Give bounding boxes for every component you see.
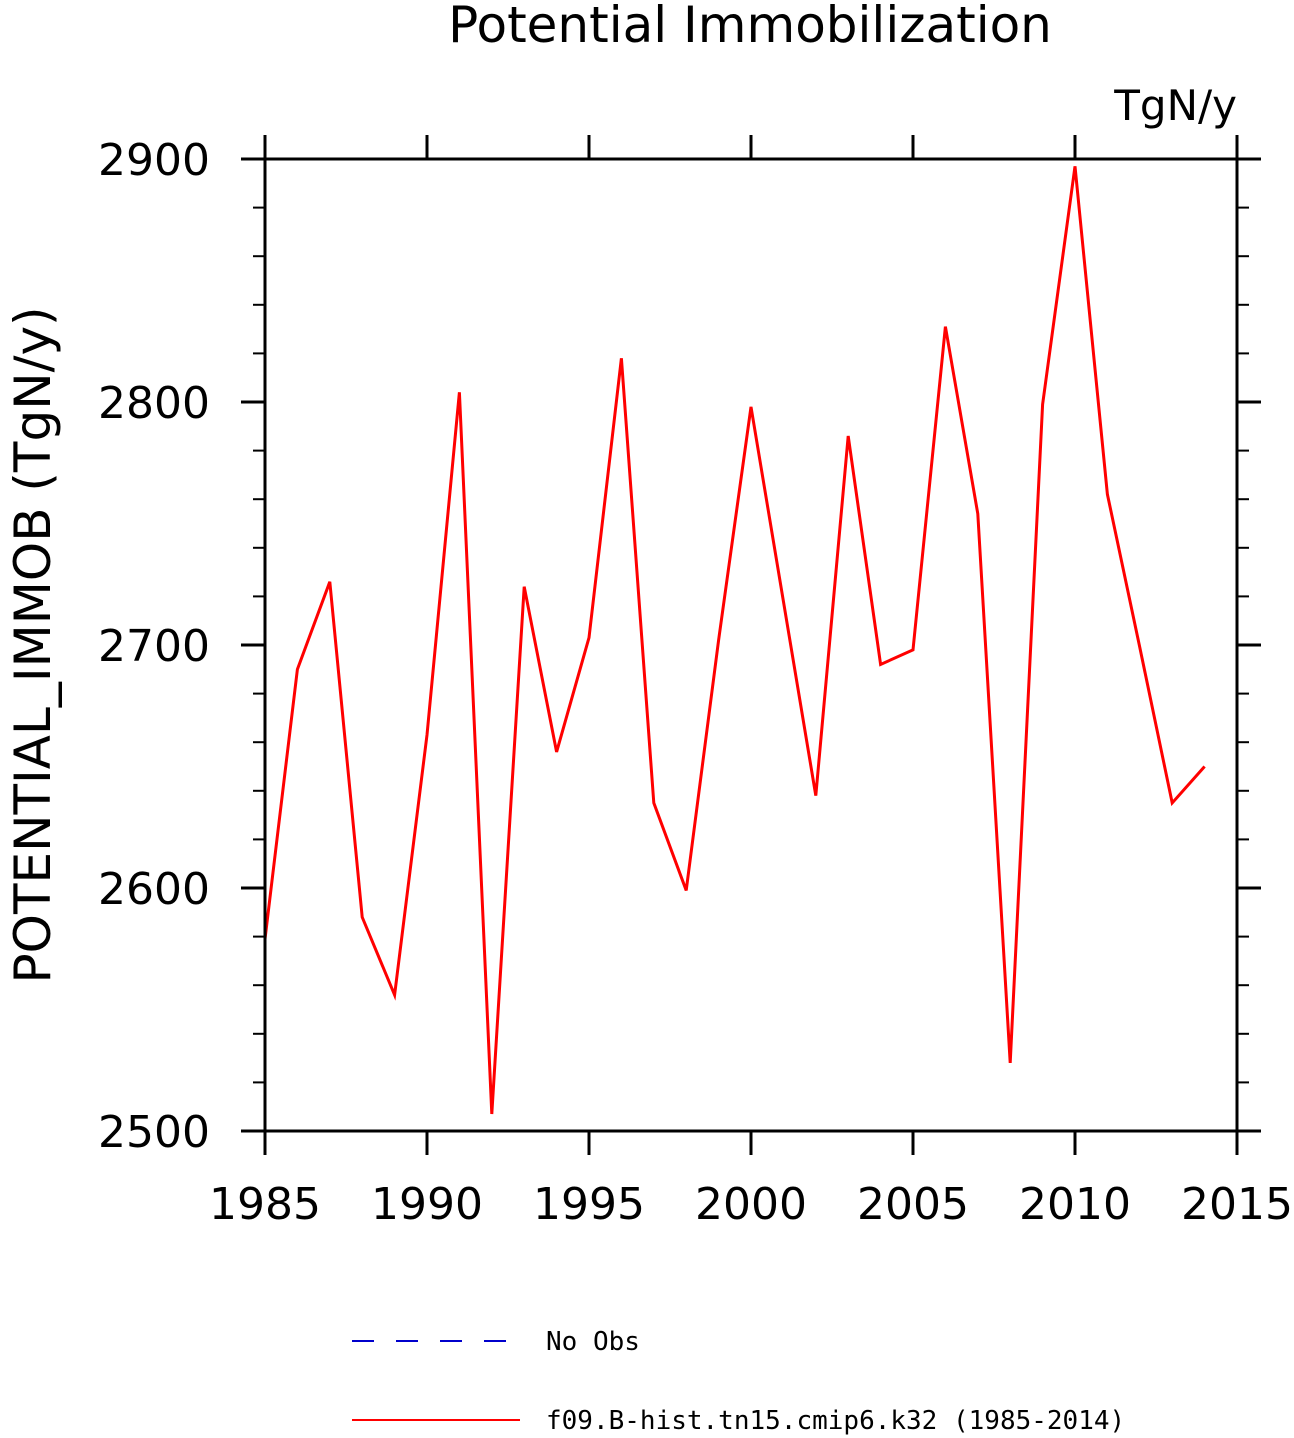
x-tick-label: 1995 xyxy=(533,1179,645,1230)
series-line xyxy=(263,166,1206,1115)
legend: No Obs f09.B-hist.tn15.cmip6.k32 (1985-20… xyxy=(352,1327,1125,1436)
x-tick-label: 2005 xyxy=(857,1179,969,1230)
x-tick-label: 2015 xyxy=(1181,1179,1293,1230)
legend-label: f09.B-hist.tn15.cmip6.k32 (1985-2014) xyxy=(546,1406,1125,1436)
plot-frame xyxy=(263,157,1239,1133)
y-tick-label: 2700 xyxy=(98,621,210,672)
y-tick-label: 2900 xyxy=(98,135,210,186)
x-tick-label: 2000 xyxy=(695,1179,807,1230)
y-tick-label: 2800 xyxy=(98,378,210,429)
minor-ticks xyxy=(253,206,1249,1084)
major-ticks xyxy=(241,135,1261,1155)
y-axis-label: POTENTIAL_IMMOB (TgN/y) xyxy=(4,306,62,983)
series-layer xyxy=(263,166,1206,1115)
chart-title: Potential Immobilization xyxy=(448,0,1052,54)
tick-labels: 1985 1990 1995 2000 2005 2010 2015 2500 2600 2700… xyxy=(98,135,1293,1230)
x-tick-label: 1985 xyxy=(209,1179,321,1230)
y-tick-label: 2600 xyxy=(98,864,210,915)
legend-label: No Obs xyxy=(546,1327,640,1357)
x-tick-label: 2010 xyxy=(1019,1179,1131,1230)
y-tick-label: 2500 xyxy=(98,1107,210,1158)
x-tick-label: 1990 xyxy=(371,1179,483,1230)
units-label: TgN/y xyxy=(1113,81,1237,130)
